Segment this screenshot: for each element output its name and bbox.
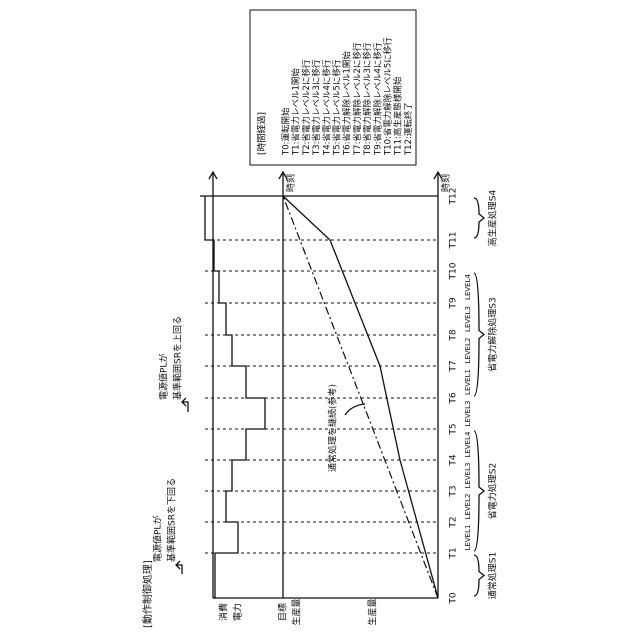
legend-item: T12:運転終了 [403,102,414,156]
time-label: T7 [449,360,459,372]
phase-label: 省電力解除処理S3 [487,297,499,371]
level-label: LEVEL1 [464,369,472,395]
annotation: 電源値PLが [158,354,170,400]
axis-label: 生産量 [291,598,303,625]
level-label: LEVEL4 [464,431,472,457]
time-label: T9 [449,297,459,309]
annotation: 基準範囲SRを下回る [166,478,178,562]
legend-item: T6:省電力解除レベル1開始 [342,51,353,156]
phase-label: 省電力処理S2 [487,463,499,519]
title: [動作制御処理] [141,560,154,628]
time-label: T1 [449,547,459,559]
axis-label: 電力 [232,603,244,621]
legend-item: T1:省電力レベル1開始 [291,68,302,156]
axis-label: 目標 [277,603,289,621]
brace [474,273,484,396]
time-label: T0 [449,592,459,604]
axis-label: 消費 [218,603,230,621]
power-line [205,196,265,598]
reference-line [283,196,438,598]
brace [474,431,484,551]
annotation: 電源値PLが [152,516,164,562]
annotation: 基準範囲SRを上回る [172,316,184,400]
time-label: T3 [449,485,459,497]
legend-item: T4:省電力レベル4に移行 [321,59,332,156]
phase-label: 通常処理S1 [487,552,499,599]
legend-item: T3:省電力レベル3に移行 [311,59,322,156]
time-label: T8 [449,329,459,341]
time-label: T12 [449,188,459,206]
axis-label: 時刻 [285,174,297,192]
time-label: T2 [449,516,459,528]
level-label: LEVEL3 [464,401,472,427]
level-label: LEVEL2 [464,338,472,364]
time-label: T4 [449,454,459,466]
legend-item: T7:省電力解除レベル2に移行 [352,42,363,156]
level-label: LEVEL3 [464,306,472,332]
time-label: T6 [449,392,459,404]
brace [474,198,484,238]
level-label: LEVEL3 [464,463,472,489]
time-label: T11 [449,232,459,250]
level-label: LEVEL1 [464,525,472,551]
legend-item: T0:運転開始 [281,107,292,156]
level-label: LEVEL4 [464,274,472,300]
legend-item: T9:省電力解除レベル4に移行 [372,42,383,156]
legend-item: T11:高生産態様開始 [393,76,404,156]
axis-label: 生産量 [367,598,379,625]
time-label: T10 [449,262,459,280]
legend-title: [時間経過] [256,112,268,155]
leader [345,404,365,415]
legend-item: T8:省電力解除レベル3に移行 [362,42,373,156]
legend-item: T5:省電力レベル5に移行 [332,59,343,156]
time-label: T5 [449,423,459,435]
brace [474,555,484,596]
legend-item: T2:省電力レベル2に移行 [301,59,312,156]
phase-label: 高生産処理S4 [487,190,499,247]
level-label: LEVEL2 [464,494,472,520]
annotation: 通常処理を継続(参考) [327,384,339,472]
legend-item: T10:省電力解除レベル5に移行 [383,37,394,156]
